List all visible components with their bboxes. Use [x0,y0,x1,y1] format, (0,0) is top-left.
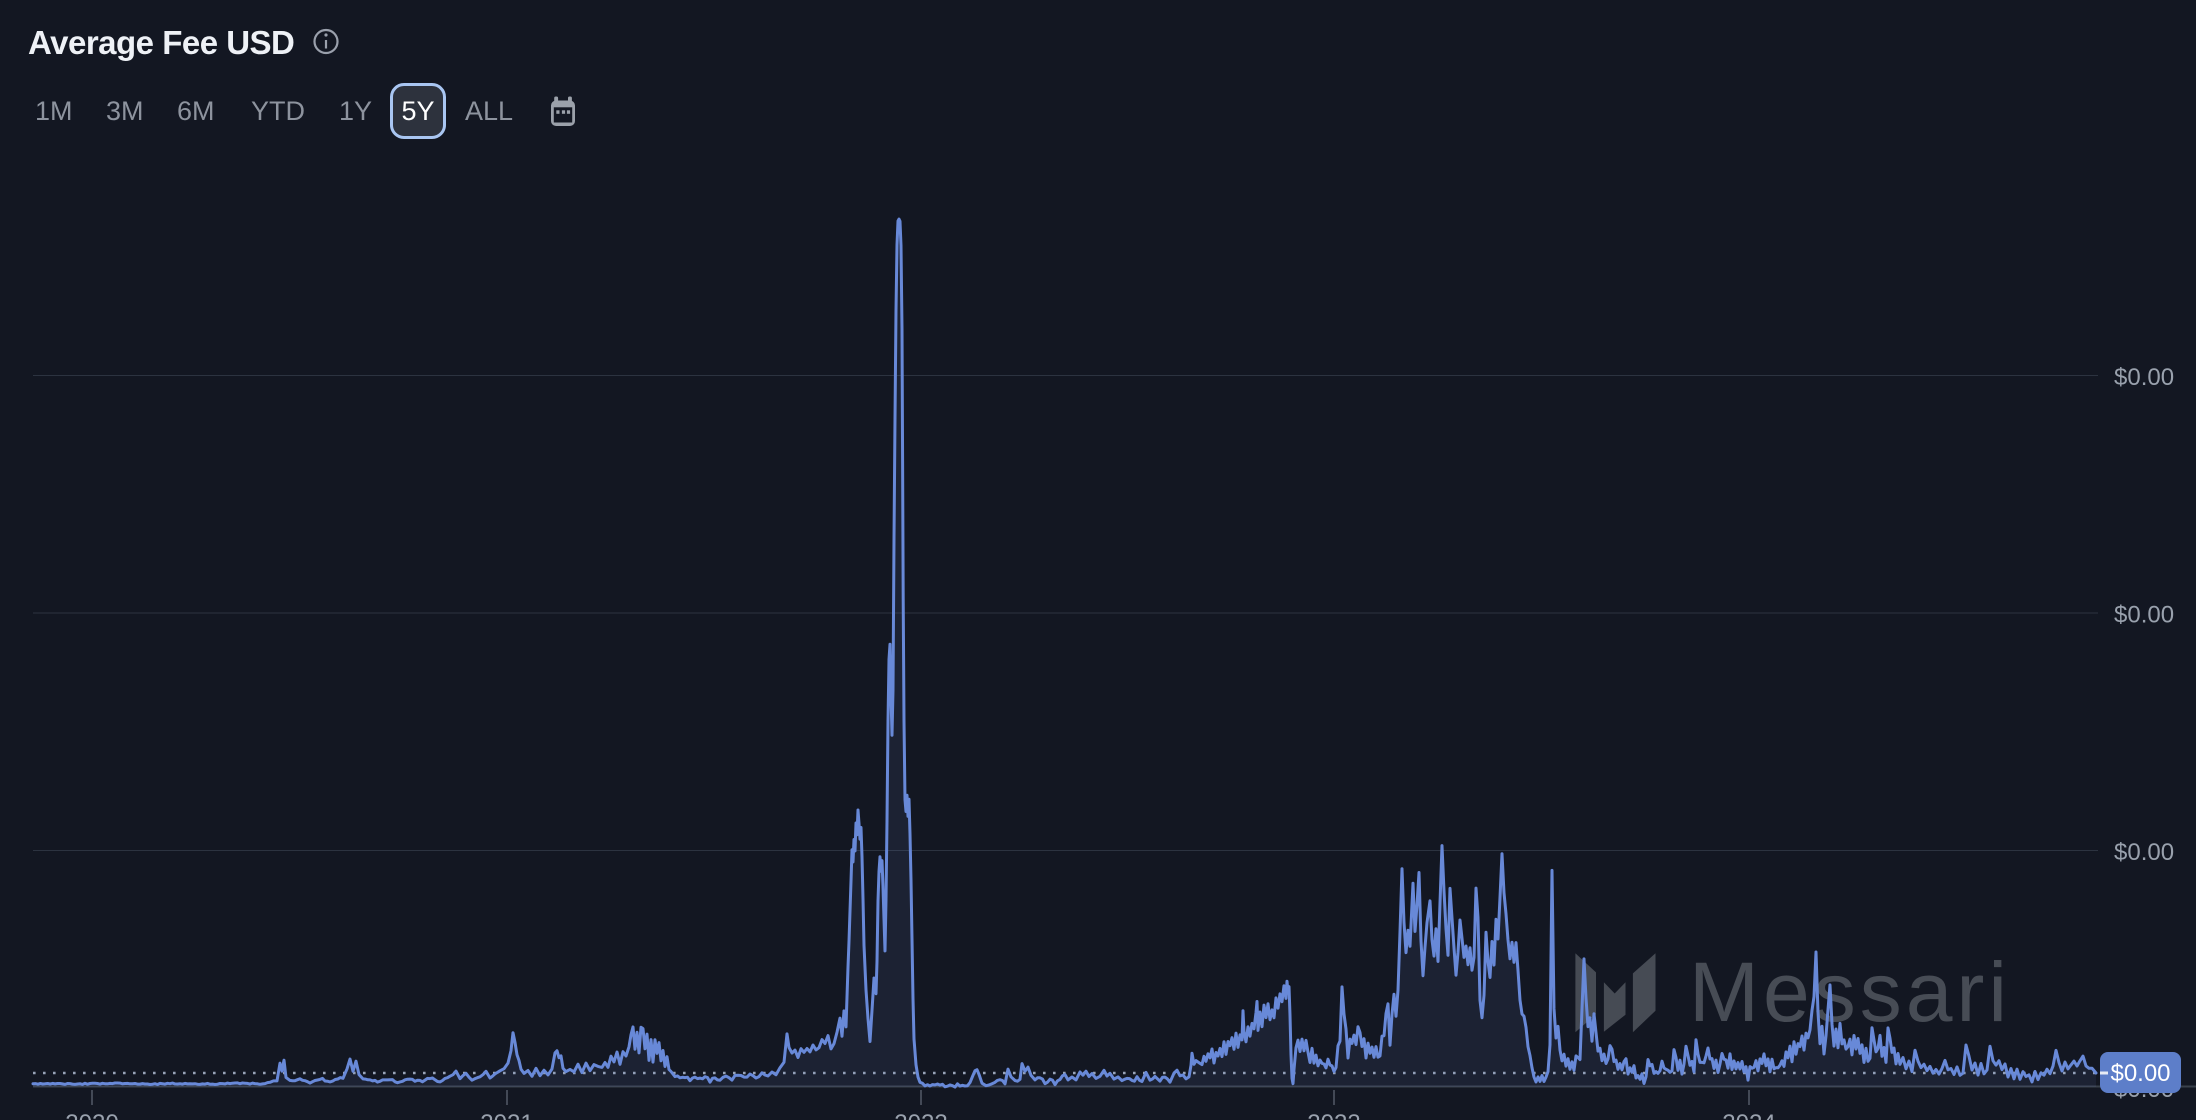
svg-text:2021: 2021 [480,1110,533,1120]
svg-text:$0.00: $0.00 [2114,839,2174,866]
svg-text:$0.00: $0.00 [2114,364,2174,391]
svg-text:2023: 2023 [1307,1110,1360,1120]
svg-text:2020: 2020 [65,1110,118,1120]
svg-text:2022: 2022 [894,1110,947,1120]
svg-text:Messari: Messari [1689,945,2011,1039]
svg-text:2024: 2024 [1722,1110,1775,1120]
svg-text:$0.00: $0.00 [2114,602,2174,629]
svg-text:$0.00: $0.00 [2110,1060,2170,1087]
